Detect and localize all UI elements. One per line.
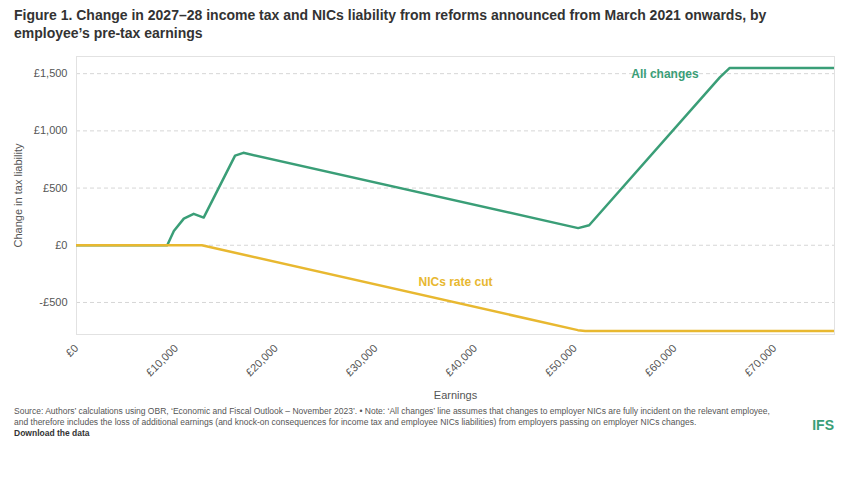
html-text:IFS: IFS	[812, 417, 834, 433]
svg-text:All changes: All changes	[631, 67, 699, 81]
svg-text:£50,000: £50,000	[542, 342, 579, 379]
html-text:Figure 1. Change in 2027–28 in: Figure 1. Change in 2027–28 income tax a…	[14, 7, 767, 41]
svg-text:£30,000: £30,000	[343, 342, 380, 379]
svg-text:NICs rate cut: NICs rate cut	[418, 275, 492, 289]
html-text:Source: Authors’ calculations: Source: Authors’ calculations using OBR,…	[14, 406, 770, 427]
html-text:Download the data: Download the data	[14, 428, 90, 438]
svg-text:£60,000: £60,000	[642, 342, 679, 379]
svg-text:£10,000: £10,000	[144, 342, 181, 379]
svg-text:Earnings: Earnings	[434, 389, 478, 401]
svg-text:£0: £0	[63, 342, 80, 359]
svg-text:£20,000: £20,000	[243, 342, 280, 379]
svg-text:£1,500: £1,500	[34, 67, 68, 79]
svg-text:£40,000: £40,000	[443, 342, 480, 379]
svg-text:£500: £500	[43, 182, 67, 194]
svg-text:£70,000: £70,000	[742, 342, 779, 379]
svg-text:£0: £0	[55, 239, 67, 251]
svg-text:-£500: -£500	[39, 296, 67, 308]
svg-text:£1,000: £1,000	[34, 124, 68, 136]
svg-text:Change in tax liability: Change in tax liability	[12, 143, 24, 247]
